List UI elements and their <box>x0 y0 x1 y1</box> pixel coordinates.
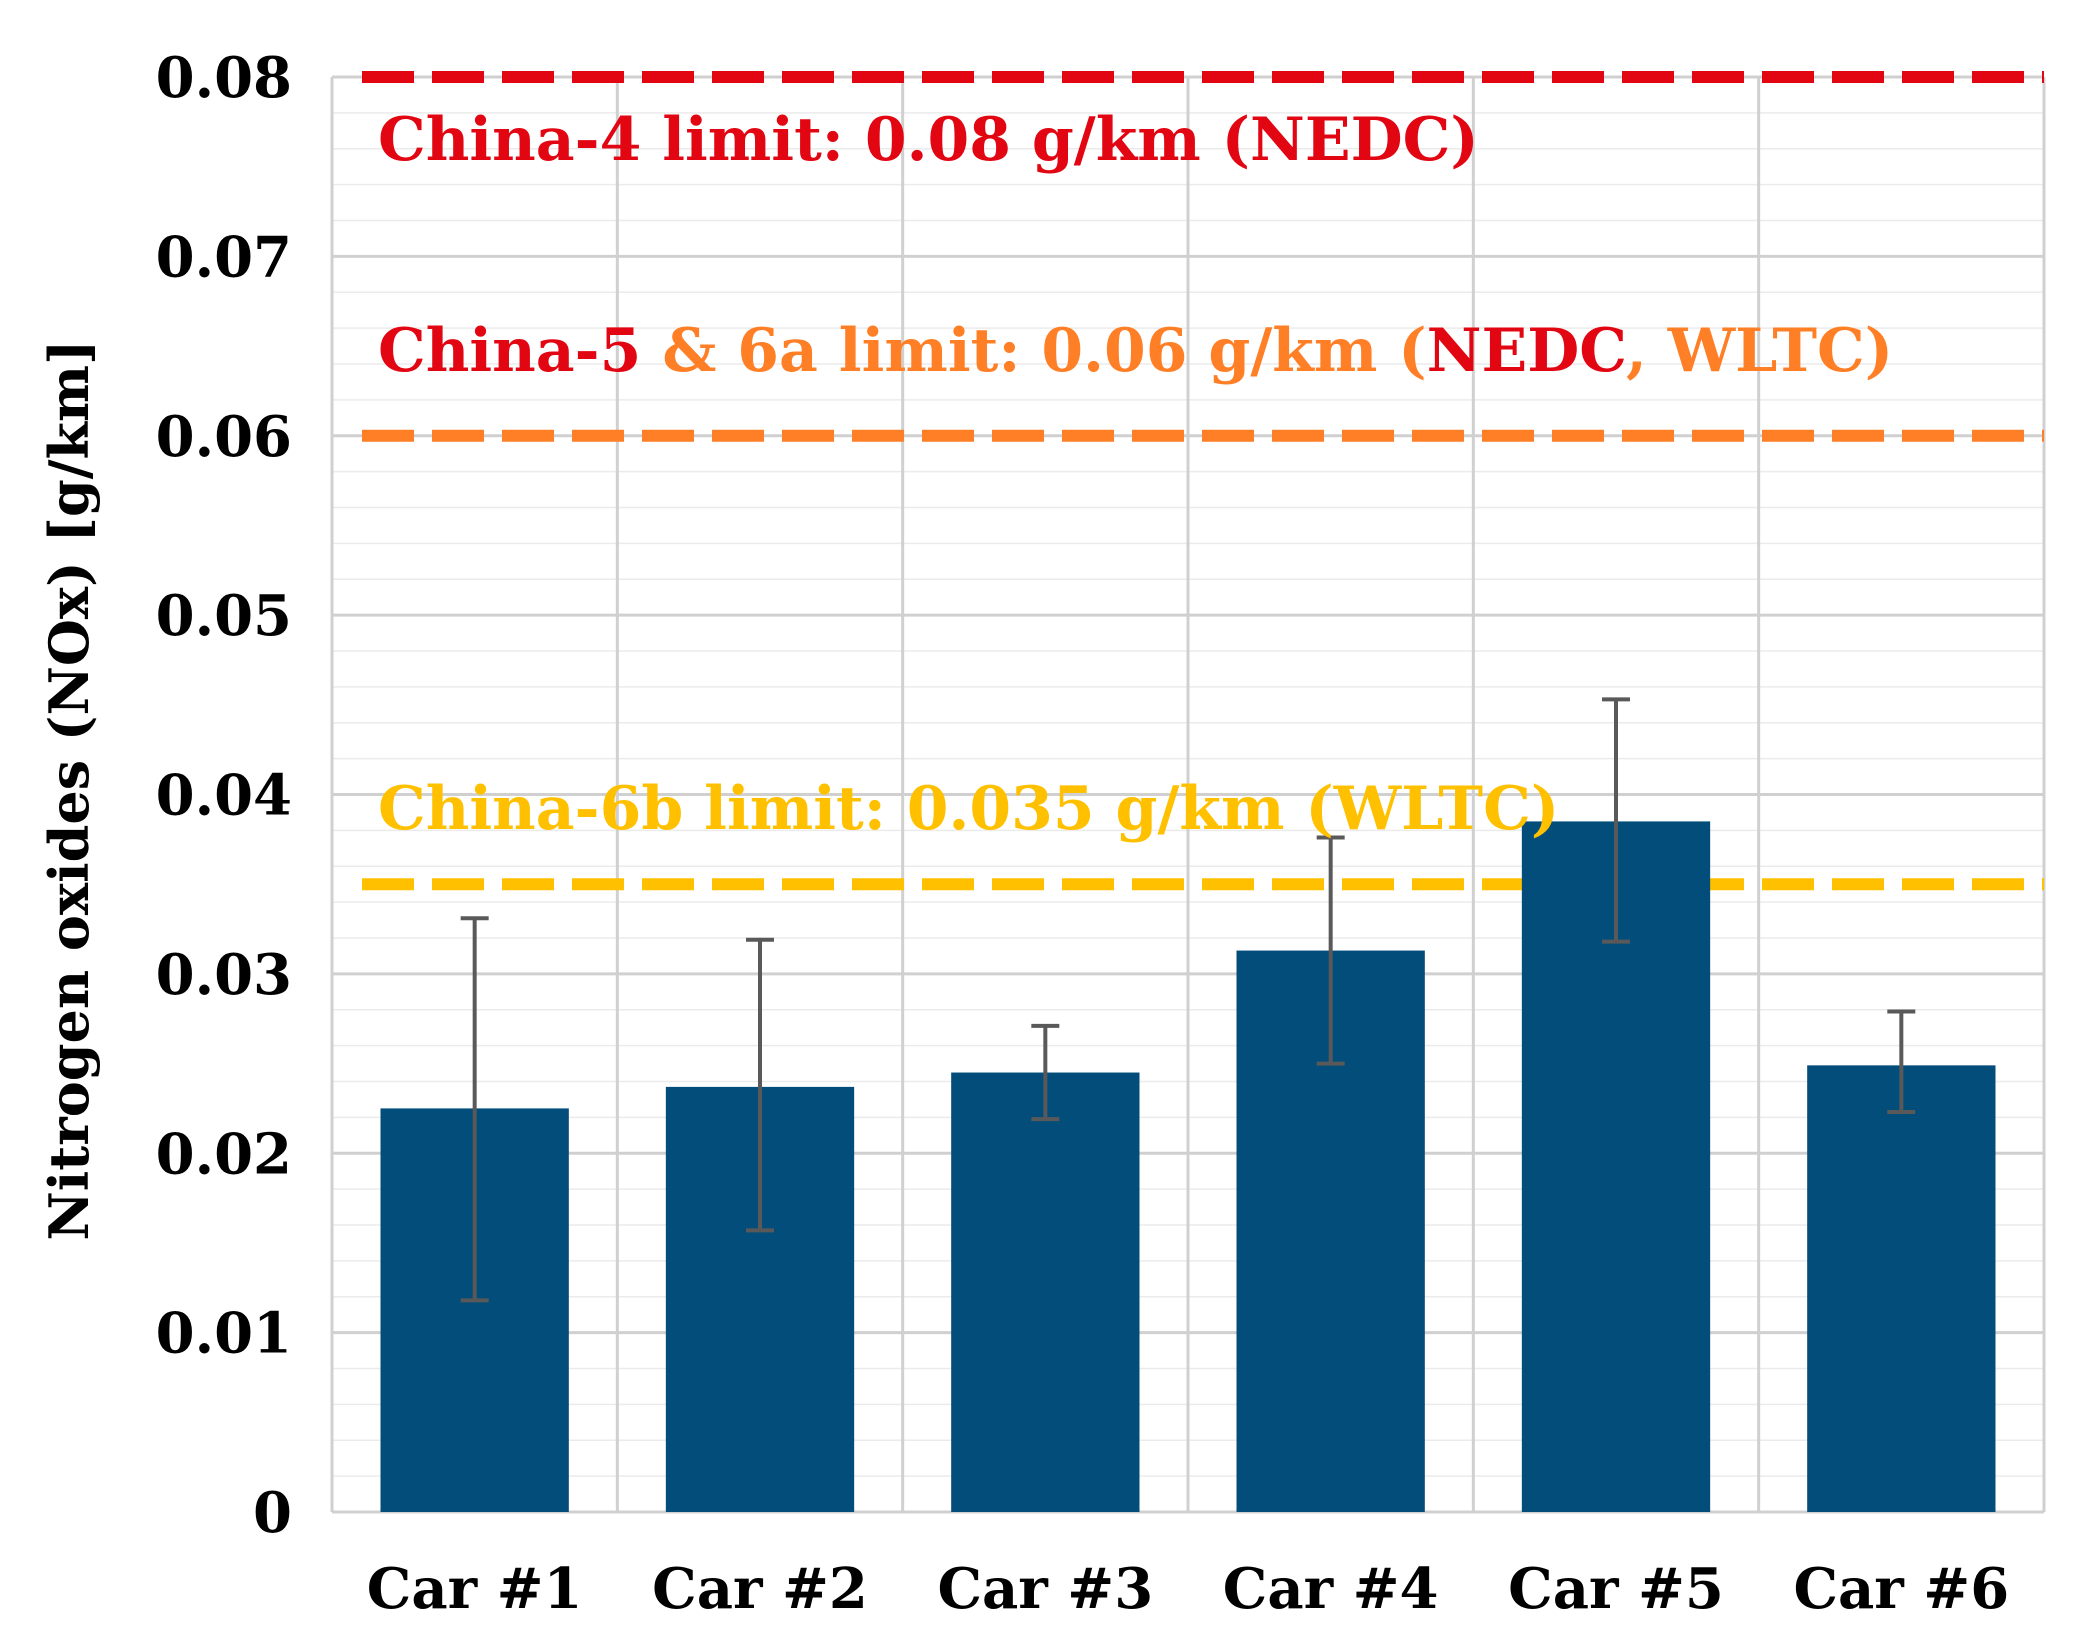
error-bars <box>460 697 1916 1303</box>
x-tick-label: Car #2 <box>652 1556 868 1622</box>
annotation-segment: China-6b limit: 0.035 g/km (WLTC) <box>378 774 1559 844</box>
error-bar <box>1602 697 1630 944</box>
y-tick-label: 0.05 <box>156 583 292 649</box>
x-tick-label: Car #4 <box>1223 1556 1439 1622</box>
limit-annotations: China-4 limit: 0.08 g/km (NEDC) China-5 &… <box>378 105 1893 844</box>
grid-lines <box>330 75 2046 1514</box>
limit-annotation: China-5 & 6a limit: 0.06 g/km (NEDC, WLT… <box>378 316 1893 386</box>
error-bar <box>460 916 489 1303</box>
y-tick-label: 0.08 <box>156 45 292 111</box>
y-tick-label: 0.07 <box>156 224 292 290</box>
y-tick-labels: 0 0.01 0.02 0.03 0.04 0.05 0.06 0.07 0.08 <box>156 45 292 1546</box>
limit-annotation: China-4 limit: 0.08 g/km (NEDC) <box>378 105 1479 175</box>
y-tick-label: 0.04 <box>156 763 292 829</box>
x-tick-label: Car #5 <box>1508 1556 1724 1622</box>
x-tick-labels: Car #1 Car #2 Car #3 Car #4 Car #5 Car #6 <box>367 1556 2009 1622</box>
y-tick-label: 0.02 <box>156 1121 292 1187</box>
y-tick-label: 0 <box>253 1480 292 1546</box>
x-tick-label: Car #1 <box>367 1556 583 1622</box>
error-bar <box>746 937 774 1233</box>
annotation-segment: China-5 <box>378 316 641 386</box>
bar <box>951 1072 1140 1512</box>
error-bar <box>1316 835 1345 1066</box>
limit-lines <box>362 71 2044 891</box>
error-bar <box>1031 1023 1060 1122</box>
x-tick-label: Car #3 <box>937 1556 1153 1622</box>
annotation-segment: China-4 limit: 0.08 g/km (NEDC) <box>378 105 1479 175</box>
bar <box>1807 1065 1996 1512</box>
y-tick-label: 0.03 <box>156 942 292 1008</box>
annotation-segment: , WLTC) <box>1626 316 1893 386</box>
limit-annotation: China-6b limit: 0.035 g/km (WLTC) <box>378 774 1559 844</box>
annotation-segment: & 6a limit: 0.06 g/km ( <box>641 316 1426 386</box>
x-tick-label: Car #6 <box>1793 1556 2009 1622</box>
error-bar <box>1887 1009 1916 1114</box>
y-tick-label: 0.01 <box>156 1301 292 1367</box>
y-tick-label: 0.06 <box>156 404 292 470</box>
y-axis-label: Nitrogen oxides (NOx) [g/km] <box>37 339 101 1240</box>
annotation-segment: NEDC <box>1427 316 1626 386</box>
